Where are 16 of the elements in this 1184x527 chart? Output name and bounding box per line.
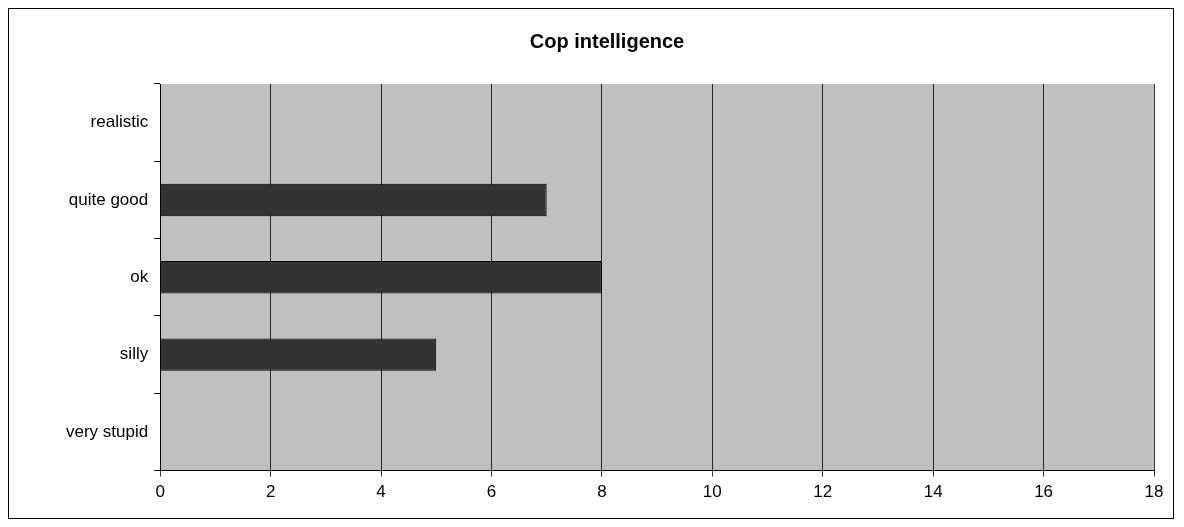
x-tick-label: 12: [813, 482, 833, 502]
y-tick-label: very stupid: [66, 421, 149, 441]
x-tick-label: 18: [1144, 482, 1164, 502]
y-tick-label: ok: [130, 266, 149, 286]
y-tick-label: silly: [119, 344, 149, 364]
x-tick-label: 10: [702, 482, 722, 502]
y-tick-label: realistic: [90, 112, 149, 132]
x-tick-label: 0: [155, 482, 165, 502]
y-tick-label: quite good: [68, 189, 149, 209]
x-tick-label: 4: [376, 482, 386, 502]
x-tick-label: 2: [265, 482, 276, 502]
x-tick-label: 14: [923, 482, 943, 502]
x-tick-label: 16: [1034, 482, 1054, 502]
chart-title: Cop intelligence: [529, 29, 685, 52]
x-tick-label: 6: [486, 482, 497, 502]
x-tick-label: 8: [597, 482, 607, 502]
